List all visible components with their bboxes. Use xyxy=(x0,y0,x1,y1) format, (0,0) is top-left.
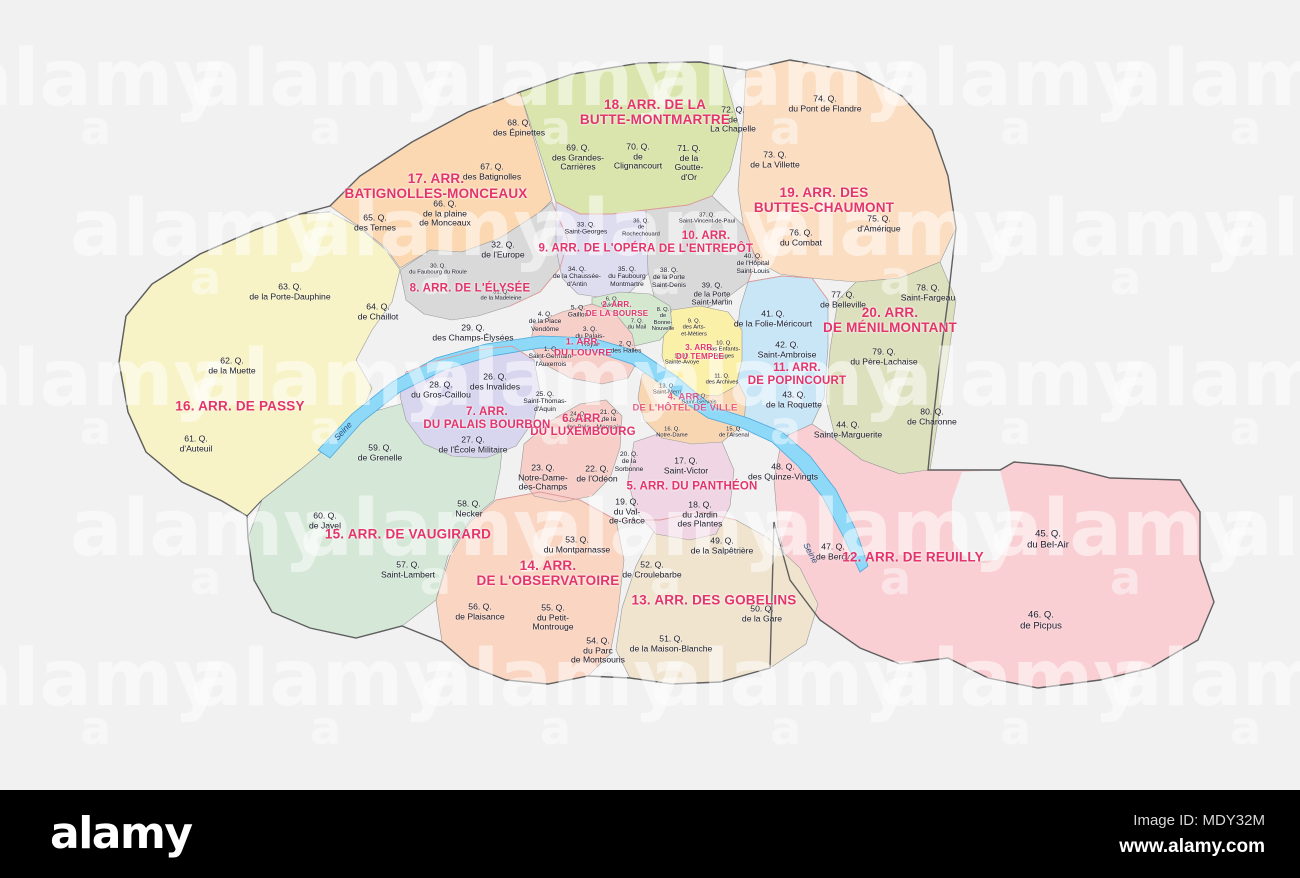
arr-6 xyxy=(519,399,623,503)
arr-20 xyxy=(825,261,957,475)
arr-12-notch xyxy=(952,470,1012,562)
arr-19 xyxy=(737,59,957,283)
arr-3 xyxy=(661,305,743,397)
alamy-footer-bar: alamy Image ID: MDY32M www.alamy.com xyxy=(0,790,1300,878)
arr-18 xyxy=(519,61,741,215)
arr-10 xyxy=(645,195,757,313)
seine-river xyxy=(317,335,869,573)
image-id-text: Image ID: MDY32M xyxy=(1133,812,1265,829)
paris-arrondissements-map xyxy=(118,59,1215,689)
alamy-logo: alamy xyxy=(50,808,193,859)
arr-5 xyxy=(627,431,735,541)
alamy-url-text[interactable]: www.alamy.com xyxy=(1119,836,1265,857)
paris-outline xyxy=(118,59,1215,689)
arr-9 xyxy=(555,201,657,299)
map-canvas: alamyaalamyaalamyaalamyaalamyaalamyaalam… xyxy=(118,59,1215,689)
arrondissement-polygons xyxy=(118,59,1215,689)
arr-boundaries xyxy=(405,195,829,521)
